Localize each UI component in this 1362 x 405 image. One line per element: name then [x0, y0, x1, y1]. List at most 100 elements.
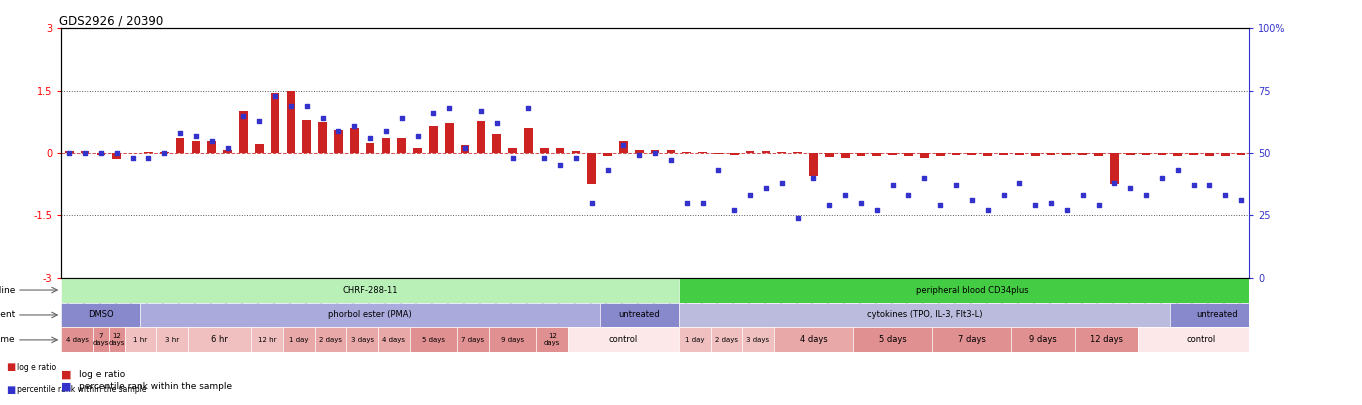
- Text: 5 days: 5 days: [422, 337, 445, 343]
- Point: [1167, 167, 1189, 174]
- Point: [74, 150, 95, 156]
- Bar: [477, 121, 485, 153]
- Bar: [539, 148, 549, 153]
- Point: [391, 115, 413, 122]
- Text: time: time: [0, 335, 15, 344]
- Point: [613, 142, 635, 149]
- Text: ■: ■: [61, 370, 72, 379]
- Bar: [1031, 153, 1039, 156]
- Text: control: control: [609, 335, 637, 344]
- Bar: [840, 153, 850, 158]
- Point: [248, 117, 270, 124]
- Bar: [678, 327, 711, 352]
- Point: [723, 207, 745, 213]
- Point: [1215, 192, 1237, 198]
- Bar: [746, 151, 755, 153]
- Bar: [176, 139, 184, 153]
- Bar: [1173, 153, 1182, 156]
- Bar: [967, 153, 977, 156]
- Point: [850, 200, 872, 206]
- Point: [835, 192, 857, 198]
- Point: [217, 145, 238, 151]
- Point: [755, 185, 776, 191]
- Bar: [1079, 153, 1087, 155]
- Bar: [1158, 153, 1166, 156]
- Bar: [223, 149, 232, 153]
- Point: [1088, 202, 1110, 209]
- Point: [1135, 192, 1156, 198]
- Point: [1041, 200, 1062, 206]
- Bar: [334, 130, 343, 153]
- Bar: [651, 149, 659, 153]
- Point: [866, 207, 888, 213]
- Bar: [888, 153, 898, 156]
- Point: [962, 197, 983, 204]
- Text: peripheral blood CD34plus: peripheral blood CD34plus: [915, 286, 1028, 294]
- Point: [1182, 182, 1204, 189]
- Point: [740, 192, 761, 198]
- Bar: [366, 143, 375, 153]
- Text: cell line: cell line: [0, 286, 15, 294]
- Text: 9 days: 9 days: [501, 337, 524, 343]
- Bar: [666, 149, 676, 153]
- Text: 4 days: 4 days: [383, 337, 406, 343]
- Point: [1120, 185, 1141, 191]
- Bar: [429, 126, 437, 153]
- Text: log e ratio: log e ratio: [79, 370, 125, 379]
- Text: 9 days: 9 days: [1030, 335, 1057, 344]
- Point: [565, 155, 587, 161]
- Bar: [556, 148, 564, 153]
- Bar: [936, 153, 944, 156]
- Bar: [620, 141, 628, 153]
- Point: [549, 162, 571, 168]
- Bar: [65, 151, 74, 153]
- Bar: [537, 327, 568, 352]
- Point: [375, 127, 396, 134]
- Point: [1230, 197, 1252, 204]
- Bar: [1237, 153, 1245, 156]
- Point: [945, 182, 967, 189]
- Text: percentile rank within the sample: percentile rank within the sample: [79, 382, 232, 391]
- Text: 3 days: 3 days: [746, 337, 770, 343]
- Bar: [379, 327, 410, 352]
- Bar: [857, 153, 865, 156]
- Bar: [699, 152, 707, 153]
- Point: [200, 137, 222, 144]
- Point: [881, 182, 903, 189]
- Point: [281, 102, 302, 109]
- Bar: [207, 141, 217, 153]
- Point: [1072, 192, 1094, 198]
- Bar: [1015, 153, 1024, 155]
- Bar: [140, 303, 599, 327]
- Point: [407, 132, 429, 139]
- Text: phorbol ester (PMA): phorbol ester (PMA): [328, 311, 411, 320]
- Bar: [159, 152, 169, 153]
- Point: [185, 132, 207, 139]
- Point: [90, 150, 112, 156]
- Bar: [1094, 153, 1103, 156]
- Text: 12 days: 12 days: [1090, 335, 1122, 344]
- Bar: [1075, 327, 1139, 352]
- Text: control: control: [1186, 335, 1216, 344]
- Point: [327, 127, 349, 134]
- Bar: [919, 153, 929, 158]
- Point: [771, 180, 793, 186]
- Text: 7
days: 7 days: [93, 333, 109, 346]
- Bar: [524, 128, 533, 153]
- Point: [138, 155, 159, 161]
- Bar: [793, 152, 802, 153]
- Bar: [61, 277, 678, 303]
- Point: [644, 150, 666, 156]
- Point: [518, 105, 539, 111]
- Point: [1199, 182, 1220, 189]
- Bar: [1141, 153, 1151, 155]
- Bar: [255, 144, 264, 153]
- Point: [360, 135, 381, 141]
- Text: untreated: untreated: [1196, 311, 1238, 320]
- Bar: [682, 152, 691, 153]
- Bar: [410, 327, 458, 352]
- Bar: [1062, 153, 1071, 156]
- Bar: [825, 153, 834, 157]
- Point: [534, 155, 556, 161]
- Bar: [714, 153, 723, 154]
